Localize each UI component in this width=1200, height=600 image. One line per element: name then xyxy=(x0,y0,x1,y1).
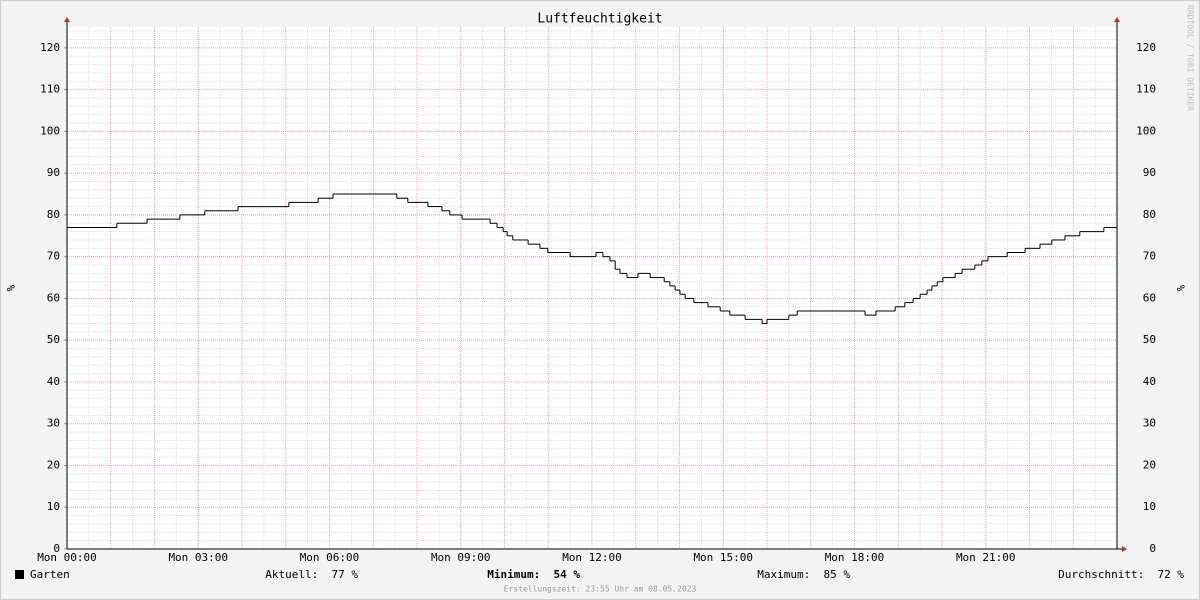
y2-tick-label: 90 xyxy=(1143,166,1156,179)
y2-tick-label: 50 xyxy=(1143,333,1156,346)
y2-tick-label: 100 xyxy=(1136,124,1156,137)
y2-tick-label: 20 xyxy=(1143,458,1156,471)
stat-label: Durchschnitt: xyxy=(1058,568,1144,581)
arrow xyxy=(64,17,70,22)
y-tick-label: 80 xyxy=(47,208,60,221)
y2-tick-label: 40 xyxy=(1143,375,1156,388)
y-tick-label: 50 xyxy=(47,333,60,346)
x-tick-label: Mon 12:00 xyxy=(562,551,622,564)
grid xyxy=(66,27,1117,550)
legend-swatch xyxy=(15,570,24,579)
y2-tick-label: 70 xyxy=(1143,250,1156,263)
chart-title: Luftfeuchtigkeit xyxy=(537,12,662,27)
y-tick-label: 60 xyxy=(47,291,60,304)
y-tick-label: 120 xyxy=(40,41,60,54)
stat: Maximum: 85 % xyxy=(757,568,850,581)
footer: Erstellungszeit: 23:55 Uhr am 08.05.2023 xyxy=(504,585,697,594)
stat-unit: % xyxy=(1171,568,1185,581)
stat-label: Aktuell: xyxy=(265,568,318,581)
y2-tick-label: 10 xyxy=(1143,500,1156,513)
watermark: RRDTOOL / TOBI OETIKER xyxy=(1186,5,1195,111)
y-tick-label: 10 xyxy=(47,500,60,513)
legend-label: Garten xyxy=(30,568,70,581)
y-tick-label: 70 xyxy=(47,250,60,263)
y2-axis-label: % xyxy=(1174,285,1187,292)
y2-tick-label: 30 xyxy=(1143,417,1156,430)
stat-value: 72 xyxy=(1144,568,1171,581)
y-tick-label: 100 xyxy=(40,124,60,137)
stat-unit: % xyxy=(837,568,851,581)
stat-value: 54 xyxy=(540,568,567,581)
x-tick-label: Mon 06:00 xyxy=(300,551,360,564)
y-tick-label: 40 xyxy=(47,375,60,388)
stat: Aktuell: 77 % xyxy=(265,568,358,581)
x-tick-label: Mon 18:00 xyxy=(825,551,885,564)
stat-label: Maximum: xyxy=(757,568,810,581)
y-tick-label: 30 xyxy=(47,417,60,430)
stat-unit: % xyxy=(567,568,581,581)
y-axis-label: % xyxy=(4,285,17,292)
x-tick-label: Mon 00:00 xyxy=(37,551,97,564)
y2-tick-label: 80 xyxy=(1143,208,1156,221)
stat-value: 85 xyxy=(810,568,837,581)
stat-unit: % xyxy=(345,568,359,581)
y-tick-label: 110 xyxy=(40,83,60,96)
y-tick-label: 0 xyxy=(53,542,60,555)
y2-tick-label: 0 xyxy=(1149,542,1156,555)
x-tick-label: Mon 03:00 xyxy=(168,551,228,564)
stat: Minimum: 54 % xyxy=(487,568,580,581)
y-tick-label: 90 xyxy=(47,166,60,179)
stat-label: Minimum: xyxy=(487,568,540,581)
y2-tick-label: 120 xyxy=(1136,41,1156,54)
arrow xyxy=(1122,546,1127,552)
stat: Durchschnitt: 72 % xyxy=(1058,568,1184,581)
x-tick-label: Mon 09:00 xyxy=(431,551,491,564)
y2-tick-label: 110 xyxy=(1136,83,1156,96)
x-tick-label: Mon 21:00 xyxy=(956,551,1016,564)
arrow xyxy=(1114,17,1120,22)
y-tick-label: 20 xyxy=(47,458,60,471)
x-tick-label: Mon 15:00 xyxy=(693,551,753,564)
stat-value: 77 xyxy=(318,568,345,581)
y2-tick-label: 60 xyxy=(1143,291,1156,304)
